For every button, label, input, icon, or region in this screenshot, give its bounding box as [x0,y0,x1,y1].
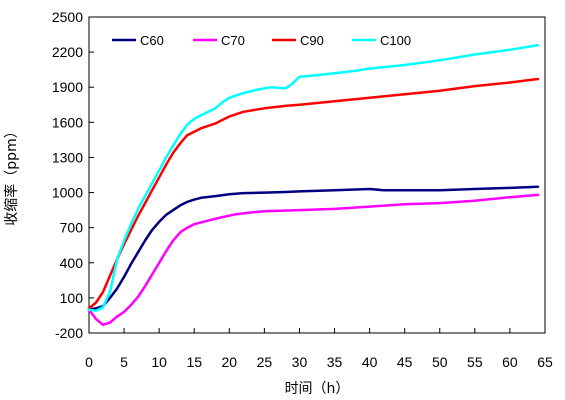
x-tick-label: 0 [85,354,93,370]
series-lines [87,43,540,327]
series-line-c60 [87,185,540,311]
x-tick-label: 15 [186,354,202,370]
x-axis-ticks: 0 5 10 15 20 25 30 35 40 45 50 55 60 65 [85,328,553,370]
x-tick-label: 5 [120,354,128,370]
x-tick-label: 60 [502,354,518,370]
x-tick-label: 50 [432,354,448,370]
x-tick-label: 40 [362,354,378,370]
x-tick-label: 45 [397,354,413,370]
y-axis-title: 收缩率（ppm） [3,124,20,225]
legend-label-c100: C100 [380,33,411,48]
legend: C60 C70 C90 C100 [112,33,411,48]
y-tick-label: 100 [60,290,84,306]
x-axis-title: 时间（h） [285,381,350,397]
legend-label-c60: C60 [140,33,164,48]
x-tick-label: 55 [467,354,483,370]
y-tick-label: 400 [60,255,84,271]
y-tick-label: 2500 [52,9,83,25]
x-tick-label: 35 [327,354,343,370]
y-tick-label: 1000 [52,185,83,201]
series-line-c70 [87,193,540,327]
legend-label-c90: C90 [300,33,324,48]
series-line-c100 [87,43,540,313]
y-tick-label: 700 [60,220,84,236]
y-tick-label: 1600 [52,114,83,130]
x-tick-label: 10 [151,354,167,370]
x-tick-label: 25 [257,354,273,370]
x-tick-label: 65 [537,354,553,370]
y-tick-label: 1900 [52,79,83,95]
plot-area [88,16,546,334]
y-axis-ticks: -200 100 400 700 1000 1300 1600 1900 2200 2500 [52,9,94,341]
y-tick-label: 2200 [52,44,83,60]
legend-label-c70: C70 [221,33,245,48]
x-tick-label: 30 [292,354,308,370]
x-tick-label: 20 [222,354,238,370]
y-tick-label: 1300 [52,149,83,165]
y-tick-label: -200 [55,325,83,341]
